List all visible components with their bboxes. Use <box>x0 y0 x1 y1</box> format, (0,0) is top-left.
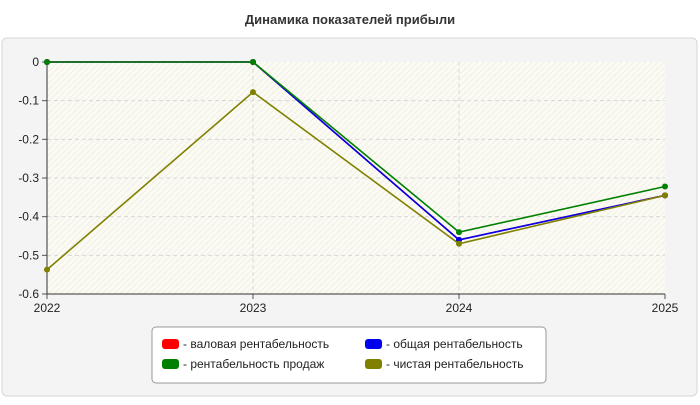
x-tick-label: 2023 <box>240 301 267 315</box>
y-tick-label: -0.4 <box>18 210 39 224</box>
legend-label: - валовая рентабельность <box>183 337 329 351</box>
series-line-4 <box>46 91 666 271</box>
legend-swatch <box>162 359 179 369</box>
series-4-point <box>456 240 462 247</box>
series-line-3 <box>47 61 666 233</box>
series-4-point <box>662 192 668 199</box>
legend-box <box>151 326 547 384</box>
legend-swatch <box>365 359 382 369</box>
legend-swatch <box>162 339 179 349</box>
legend-swatch <box>365 339 382 349</box>
y-tick-label: -0.3 <box>18 171 39 185</box>
series-3-point <box>250 59 256 65</box>
y-tick-label: -0.2 <box>18 132 39 146</box>
series-3-point <box>662 183 668 190</box>
legend: - валовая рентабельность - общая рентабел… <box>151 326 547 384</box>
legend-label: - общая рентабельность <box>386 337 523 351</box>
x-tick-label: 2022 <box>34 301 61 315</box>
chart-title: Динамика показателей прибыли <box>245 12 455 27</box>
y-tick-label: -0.6 <box>18 287 39 301</box>
y-tick-label: 0 <box>32 55 39 69</box>
series-4-point <box>250 89 256 96</box>
legend-label: - рентабельность продаж <box>183 357 324 371</box>
legend-label: - чистая рентабельность <box>386 357 523 371</box>
y-tick-label: -0.5 <box>18 248 39 262</box>
x-tick-label: 2025 <box>652 301 679 315</box>
series-3-point <box>44 59 50 65</box>
x-tick-label: 2024 <box>446 301 473 315</box>
series-4-point <box>44 266 50 273</box>
series-3-point <box>456 229 462 236</box>
y-tick-label: -0.1 <box>18 94 39 108</box>
